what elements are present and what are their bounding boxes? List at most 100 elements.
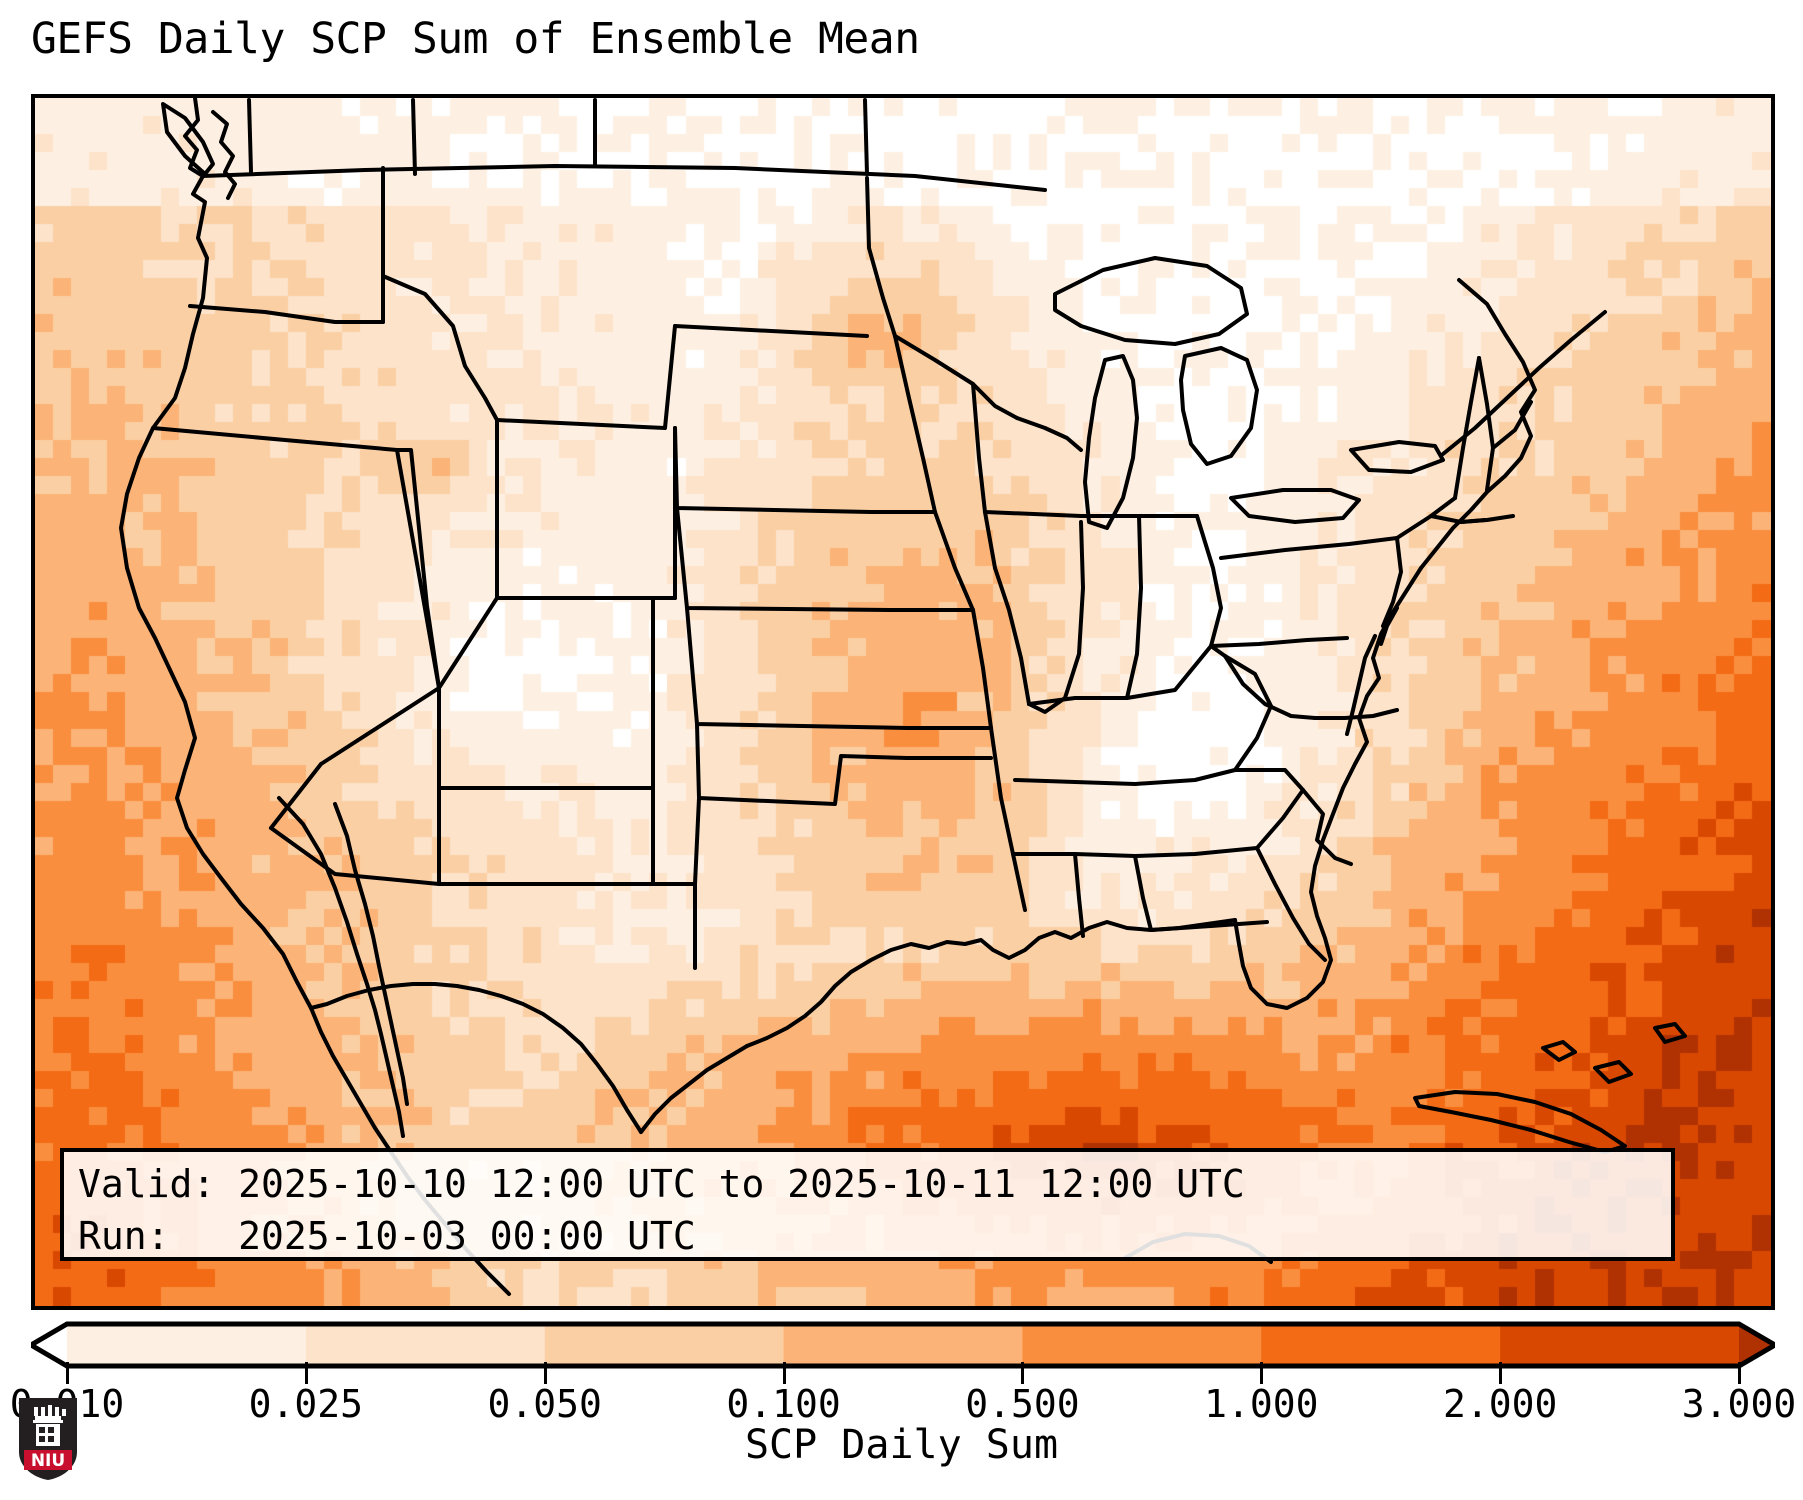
wv-va-border — [1223, 654, 1317, 720]
nc-sc-border — [1301, 788, 1353, 866]
ne-ks-border — [675, 506, 893, 612]
colorbar-tick-label: 0.100 — [726, 1382, 841, 1426]
colorbar-tick-mark — [304, 1362, 308, 1384]
ga-fl-border — [1149, 920, 1269, 932]
colorbar-tick-label: 1.000 — [1204, 1382, 1319, 1426]
ca-nv-border — [319, 448, 441, 766]
il-ia-mo-border — [993, 566, 1031, 706]
colorbar-band-6 — [1500, 1324, 1740, 1366]
gulf-coast — [745, 918, 1237, 1048]
nm-az-border — [437, 786, 655, 886]
bahamas-a — [1541, 1040, 1577, 1062]
ky-va-border — [1209, 644, 1273, 772]
colorbar-band-1 — [305, 1324, 546, 1366]
ok-tx-border — [695, 722, 909, 806]
bahamas-c — [1653, 1022, 1687, 1044]
in-oh-border — [1125, 514, 1143, 700]
colorbar-tick-label: 0.050 — [487, 1382, 602, 1426]
az-border-south — [269, 826, 441, 886]
run-time-line: Run: 2025-10-03 00:00 UTC — [78, 1214, 696, 1259]
nm-tx-border — [651, 786, 697, 970]
wa-or-border — [188, 304, 385, 324]
vt-nh-border — [1477, 356, 1495, 492]
ma-ct-ri-line — [1459, 514, 1515, 524]
atlantic-coast — [1233, 566, 1423, 1010]
ky-tn-border — [1013, 768, 1237, 786]
colorbar-tick-mark — [782, 1362, 786, 1384]
nh-me-border — [1491, 400, 1533, 450]
lake-michigan — [1083, 354, 1139, 530]
ms-al-border — [1073, 852, 1085, 938]
bahamas-b — [1593, 1060, 1633, 1084]
texas-coast — [639, 1044, 749, 1134]
colorbar-extend-right — [1739, 1324, 1775, 1366]
ga-sc-border — [1255, 846, 1327, 962]
ks-ok-border — [685, 606, 909, 730]
nd-mn-border — [865, 176, 897, 338]
colorbar-tick-mark — [1260, 1362, 1264, 1384]
lake-superior — [1053, 256, 1249, 346]
ky-il-in-oh-line — [1027, 644, 1213, 706]
mn-ia-border — [893, 334, 937, 514]
valid-time-line: Valid: 2025-10-10 12:00 UTC to 2025-10-1… — [78, 1162, 1245, 1206]
us-canada-border-west — [201, 164, 1047, 192]
colorbar-band-3 — [783, 1324, 1023, 1366]
colorbar-band-5 — [1261, 1324, 1501, 1366]
ar-la-border — [989, 726, 1027, 912]
logo-text: NIU — [31, 1451, 65, 1471]
puget-sound — [211, 110, 237, 200]
vancouver-island — [161, 102, 215, 176]
st-lawrence-seaway — [1441, 310, 1607, 456]
wi-ia-il-border — [971, 382, 997, 570]
colorbar-tick-mark — [1021, 1362, 1025, 1384]
colorbar-axis-label: SCP Daily Sum — [744, 1422, 1059, 1468]
mt-wy-nd-sd-line — [495, 324, 677, 430]
us-mexico-border — [309, 982, 643, 1134]
sd-ne-border — [673, 426, 873, 514]
oh-pa-wv-border — [1195, 514, 1223, 648]
colorbar-band-0 — [67, 1324, 307, 1366]
niu-logo: NIU — [19, 1398, 77, 1480]
pa-ny-border — [1219, 536, 1399, 560]
tn-nc-border — [1233, 768, 1305, 850]
ia-mo-border — [933, 510, 975, 612]
lake-erie — [1229, 488, 1361, 524]
mi-wi-land-border — [1015, 416, 1083, 452]
mo-ar-border — [971, 608, 993, 730]
colorbar-tick-mark — [1738, 1362, 1741, 1384]
bc-ab-border — [247, 98, 253, 174]
colorbar-tick-label: 0.025 — [248, 1382, 364, 1426]
nd-sd-border — [673, 324, 869, 338]
ut-co-border — [437, 596, 655, 790]
colorbar-tick-label: 3.000 — [1681, 1382, 1797, 1426]
pa-md-wv-line — [1209, 636, 1349, 648]
colorbar-tick-label: 2.000 — [1442, 1382, 1558, 1426]
delaware-bay — [1379, 606, 1399, 646]
pa-nj-border — [1381, 536, 1403, 628]
colorbar-tick-mark — [543, 1362, 547, 1384]
logo-banner — [24, 1450, 72, 1470]
or-ca-nv-border — [151, 426, 399, 452]
baja-peninsula — [277, 796, 405, 1138]
colorbar-tick-mark — [66, 1362, 69, 1384]
colorbar-tick-label: 0.500 — [965, 1382, 1080, 1426]
gulf-of-california — [333, 802, 409, 1106]
il-in-border — [1027, 520, 1085, 714]
cuba — [1413, 1090, 1627, 1154]
al-ga-border — [1133, 854, 1153, 932]
lake-huron — [1179, 346, 1259, 466]
new-england-borders — [1453, 356, 1481, 500]
colorbar-extend-left — [31, 1324, 67, 1366]
colorbar-band-4 — [1022, 1324, 1262, 1366]
id-mt-border — [381, 274, 499, 422]
ab-sk-border — [411, 98, 417, 176]
geography-overlay — [119, 98, 1687, 1296]
lake-ontario — [1349, 440, 1445, 474]
mn-wi-border — [893, 334, 1019, 420]
valid-run-infobox: Valid: 2025-10-10 12:00 UTC to 2025-10-1… — [60, 1148, 1675, 1261]
wy-borders — [495, 418, 677, 600]
il-wi-border — [983, 510, 1083, 518]
va-nc-border — [1313, 708, 1399, 720]
